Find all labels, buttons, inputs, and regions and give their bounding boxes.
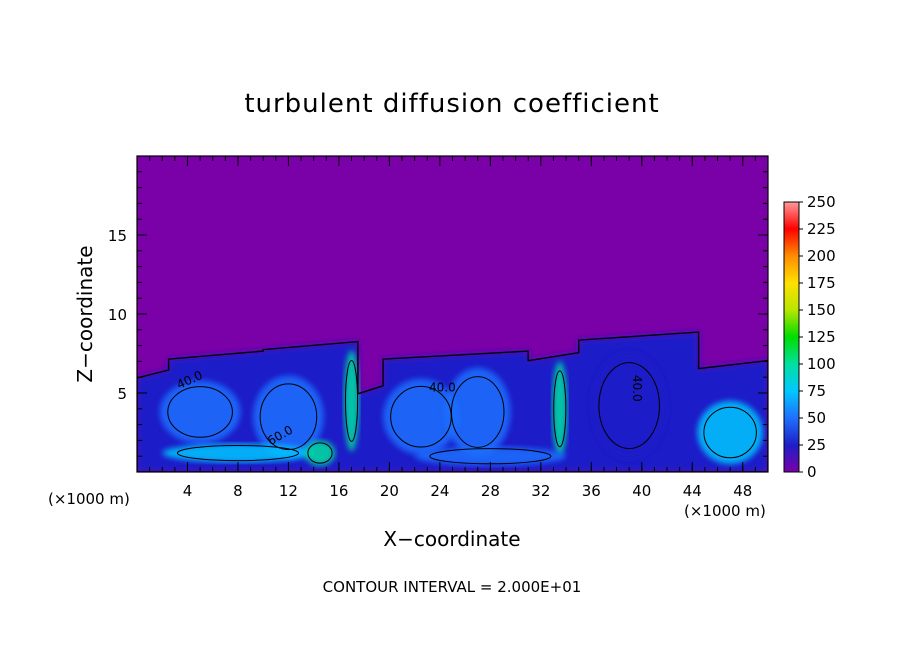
y-tick-label: 10 bbox=[108, 306, 127, 324]
colorbar-tick-label: 125 bbox=[807, 328, 836, 346]
x-tick-label: 4 bbox=[183, 482, 193, 500]
eddy-cell bbox=[697, 400, 763, 465]
colorbar-tick-label: 225 bbox=[807, 220, 836, 238]
colorbar-tick-label: 100 bbox=[807, 355, 836, 373]
eddy-cell bbox=[162, 443, 314, 463]
eddy-cell bbox=[304, 440, 336, 466]
colorbar-tick-label: 0 bbox=[807, 463, 817, 481]
eddy-cell bbox=[343, 350, 360, 452]
x-tick-label: 20 bbox=[380, 482, 399, 500]
chart-title: turbulent diffusion coefficient bbox=[244, 89, 659, 119]
eddy-cell bbox=[253, 375, 324, 458]
contour-line bbox=[598, 362, 660, 450]
eddy-cell bbox=[383, 378, 459, 455]
eddy-cell bbox=[159, 380, 241, 444]
colorbar-ticks: 0 25 50 75 100 125 150 175 200 225 250 bbox=[799, 193, 836, 481]
colorbar-tick-label: 75 bbox=[807, 382, 826, 400]
contour-line bbox=[553, 370, 567, 448]
contour-lines bbox=[137, 331, 768, 472]
contour-label: 40.0 bbox=[429, 380, 456, 394]
y-axis-label: Z−coordinate bbox=[73, 245, 97, 382]
contour-line bbox=[450, 376, 505, 448]
x-unit-left: (×1000 m) bbox=[48, 490, 130, 508]
eddy-cell bbox=[414, 446, 567, 466]
contour-line bbox=[703, 406, 757, 459]
x-tick-label: 8 bbox=[233, 482, 243, 500]
x-tick-label: 16 bbox=[329, 482, 348, 500]
colorbar-tick-label: 50 bbox=[807, 409, 826, 427]
eddy-cell bbox=[444, 367, 511, 457]
x-tick-label: 28 bbox=[481, 482, 500, 500]
contour-interval-note: CONTOUR INTERVAL = 2.000E+01 bbox=[323, 578, 582, 596]
y-axis-ticks: 5 10 15 bbox=[108, 227, 768, 403]
colorbar: 0 25 50 75 100 125 150 175 200 225 250 bbox=[783, 193, 836, 481]
x-tick-label: 48 bbox=[733, 482, 752, 500]
x-tick-label: 40 bbox=[632, 482, 651, 500]
colorbar-tick-label: 200 bbox=[807, 247, 836, 265]
colorbar-tick-label: 25 bbox=[807, 436, 826, 454]
x-tick-label: 44 bbox=[683, 482, 702, 500]
colorbar-tick-label: 175 bbox=[807, 274, 836, 292]
contour-outline bbox=[137, 331, 768, 472]
x-axis-label: X−coordinate bbox=[383, 527, 520, 551]
y-tick-label: 5 bbox=[117, 385, 127, 403]
contour-line bbox=[307, 442, 333, 464]
contour-line bbox=[176, 444, 300, 462]
colorbar-tick-label: 250 bbox=[807, 193, 836, 211]
colorbar-bar bbox=[783, 201, 800, 473]
x-tick-label: 32 bbox=[531, 482, 550, 500]
contour-line bbox=[259, 383, 318, 451]
contour-line bbox=[344, 359, 359, 442]
x-tick-label: 12 bbox=[279, 482, 298, 500]
x-unit-right: (×1000 m) bbox=[684, 502, 766, 520]
eddy-cell bbox=[591, 351, 668, 460]
plot-area: 40.060.040.0 40.0 4 8 12 16 20 24 28 32 36 40 44 48 … bbox=[108, 155, 769, 500]
x-axis-ticks: 4 8 12 16 20 24 28 32 36 40 44 48 bbox=[183, 156, 752, 500]
x-tick-label: 36 bbox=[582, 482, 601, 500]
x-tick-label: 24 bbox=[430, 482, 449, 500]
contour-line bbox=[167, 386, 233, 438]
colorbar-tick-label: 150 bbox=[807, 301, 836, 319]
eddy-cell bbox=[552, 361, 568, 457]
contour-label: 40.0 bbox=[630, 375, 644, 402]
y-tick-label: 15 bbox=[108, 227, 127, 245]
